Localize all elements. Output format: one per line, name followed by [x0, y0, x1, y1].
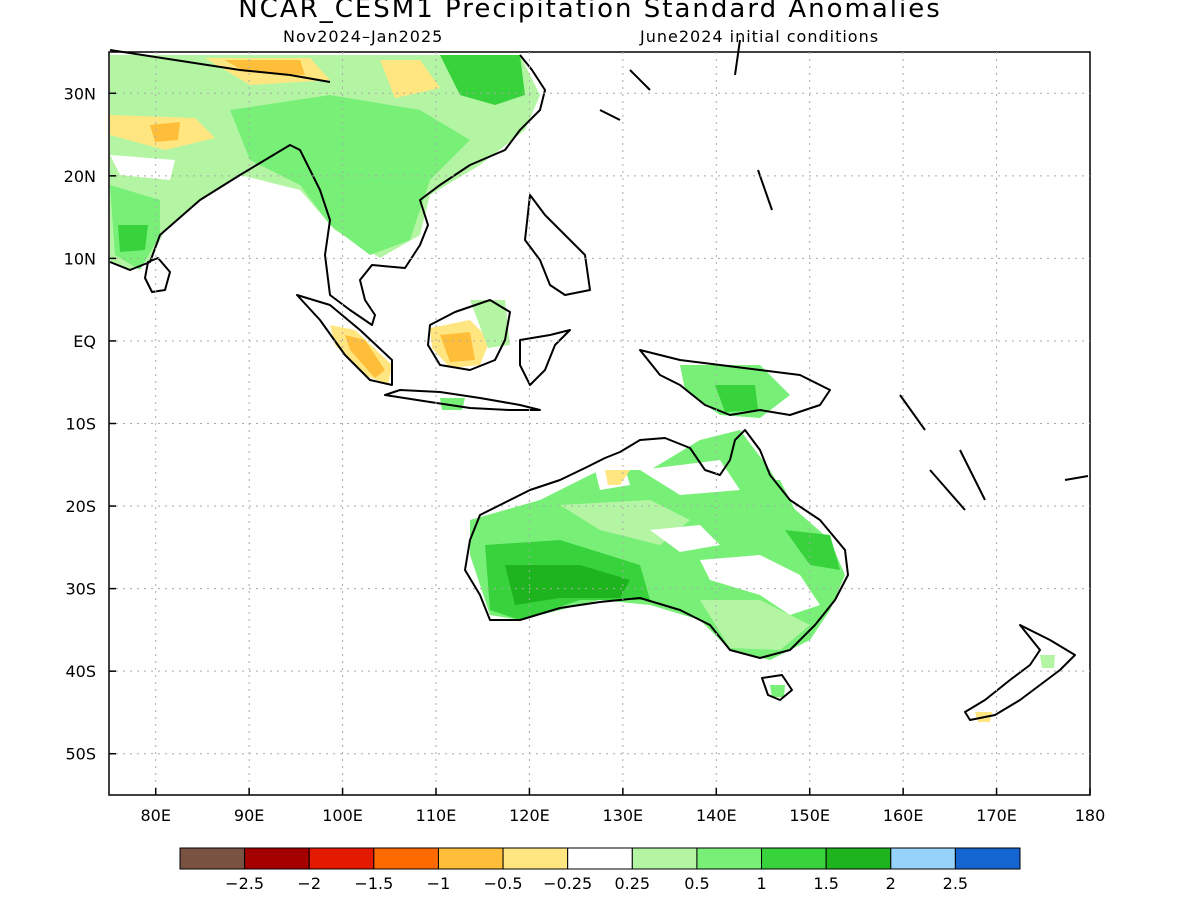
lon-tick-label: 160E: [883, 806, 924, 825]
lon-tick-label: 120E: [509, 806, 550, 825]
color-legend: [179, 847, 1021, 870]
legend-swatch: [761, 847, 827, 870]
legend-swatch: [890, 847, 956, 870]
lat-tick-label: 20N: [64, 167, 96, 186]
map-title: NCAR_CESM1 Precipitation Standard Anomal…: [238, 0, 942, 24]
lon-tick-label: 170E: [976, 806, 1017, 825]
lon-tick-label: 140E: [696, 806, 737, 825]
legend-label: −2.5: [225, 874, 264, 893]
legend-label: 1: [756, 874, 766, 893]
legend-labels: −2.5 −2 −1.5 −1 −0.5 −0.25 0.25 0.5 1 1.5 2 2.5: [225, 874, 968, 893]
legend-label: −0.25: [543, 874, 592, 893]
lat-tick-label: 50S: [65, 745, 96, 764]
legend-label: 2.5: [943, 874, 968, 893]
legend-label: 0.5: [684, 874, 709, 893]
legend-swatch: [502, 847, 569, 870]
lat-tick-label: 20S: [65, 497, 96, 516]
legend-label: −1.5: [354, 874, 393, 893]
initial-conditions: June2024 initial conditions: [640, 27, 880, 46]
legend-label: −0.5: [484, 874, 523, 893]
lat-tick-label: 30N: [64, 84, 96, 103]
lat-tick-label: EQ: [73, 332, 96, 351]
legend-swatch: [825, 847, 892, 870]
legend-swatch: [954, 847, 1021, 870]
anomaly-shading: [110, 55, 1055, 722]
lat-tick-label: 10N: [64, 249, 96, 268]
legend-swatch: [179, 847, 246, 870]
legend-swatch: [696, 847, 763, 870]
coastlines: [109, 39, 1089, 721]
lon-tick-label: 150E: [789, 806, 830, 825]
lat-tick-label: 30S: [65, 580, 96, 599]
legend-swatch: [567, 847, 633, 870]
legend-label: −2: [297, 874, 321, 893]
lon-tick-label: 130E: [603, 806, 644, 825]
legend-label: 1.5: [813, 874, 838, 893]
lat-tick-label: 10S: [65, 415, 96, 434]
grid-lines: [109, 52, 1091, 795]
forecast-period: Nov2024–Jan2025: [283, 27, 444, 46]
legend-swatch: [437, 847, 504, 870]
legend-swatch: [244, 847, 310, 870]
legend-swatch: [308, 847, 375, 870]
legend-swatch: [373, 847, 439, 870]
lon-tick-label: 110E: [416, 806, 457, 825]
legend-label: 2: [886, 874, 896, 893]
longitude-labels: 80E 90E 100E 110E 120E 130E 140E 150E 160E 170E 18…: [140, 806, 1105, 825]
legend-swatch: [631, 847, 698, 870]
lon-tick-label: 180: [1075, 806, 1106, 825]
lon-tick-label: 90E: [234, 806, 264, 825]
lat-tick-label: 40S: [65, 662, 96, 681]
lon-tick-label: 100E: [322, 806, 363, 825]
latitude-labels: 30N 20N 10N EQ 10S 20S 30S 40S 50S: [64, 84, 96, 763]
legend-label: −1: [427, 874, 451, 893]
lon-tick-label: 80E: [140, 806, 170, 825]
legend-label: 0.25: [614, 874, 650, 893]
